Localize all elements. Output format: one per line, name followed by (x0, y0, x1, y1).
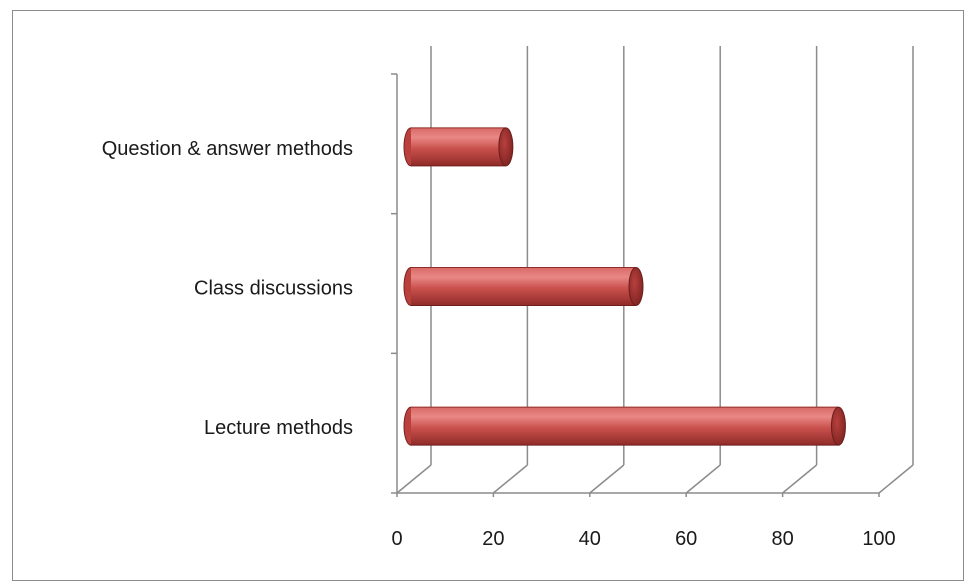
grid-layer (391, 46, 914, 497)
x-tick-label-60: 60 (675, 528, 697, 550)
category-label-1: Question & answer methods (102, 138, 353, 160)
bar-1 (403, 127, 514, 167)
floor-gridline-60 (685, 464, 721, 494)
floor-gridline-0 (396, 464, 432, 494)
floor-gridline-80 (782, 464, 818, 494)
bar-body (411, 127, 506, 166)
floor-gridline-40 (589, 464, 625, 494)
floor-gridline-100 (878, 464, 914, 494)
category-label-2: Class discussions (194, 278, 353, 300)
bar-end-cap (830, 406, 846, 446)
bar-end-cap (498, 127, 514, 167)
x-tick-label-40: 40 (579, 528, 601, 550)
bar-3 (403, 406, 846, 446)
x-tick-label-20: 20 (482, 528, 504, 550)
labels-layer: 0 20 40 60 80 100 Question & answer methods Cla… (102, 138, 896, 550)
bar-body (411, 407, 839, 446)
category-label-3: Lecture methods (204, 417, 353, 439)
bar-body (411, 267, 636, 306)
bar-end-cap (628, 267, 644, 306)
x-tick-label-100: 100 (862, 528, 895, 550)
bars-layer (403, 127, 846, 446)
bar-2 (403, 267, 644, 306)
floor-gridline-20 (492, 464, 528, 494)
x-tick-label-80: 80 (771, 528, 793, 550)
x-tick-label-0: 0 (391, 528, 402, 550)
